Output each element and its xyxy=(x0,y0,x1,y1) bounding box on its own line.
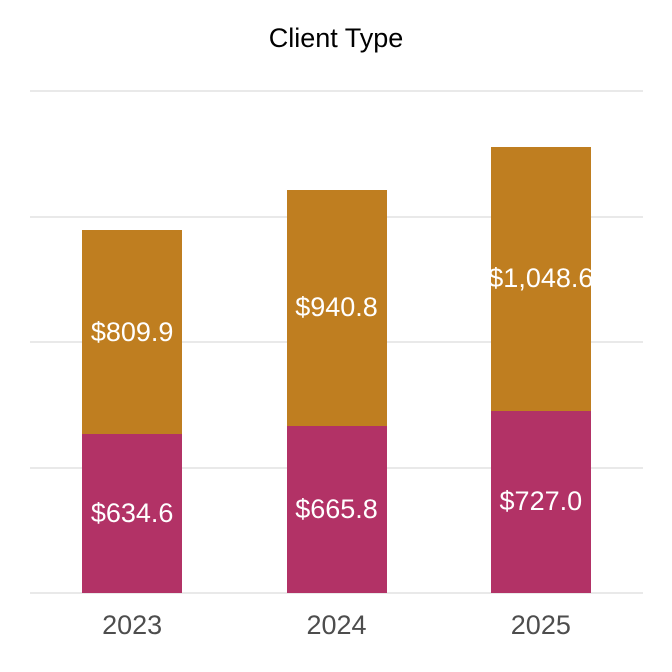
bar-value-label: $665.8 xyxy=(295,493,378,524)
bar-value-label: $634.6 xyxy=(90,497,174,528)
bar-segment-2023-series-2-top: $809.9 xyxy=(82,230,183,434)
bar-value-label: $809.9 xyxy=(90,316,174,347)
x-tick-label-2023: 2023 xyxy=(102,610,163,640)
chart-title: Client Type xyxy=(268,23,404,53)
bar-value-label: $940.8 xyxy=(295,292,378,323)
bar-segment-2024-series-1-bottom: $665.8 xyxy=(286,425,387,593)
bar-segment-2025-series-2-top: $1,048.6 xyxy=(488,147,594,411)
x-axis-baseline xyxy=(30,592,643,594)
bar-segment-2023-series-1-bottom: $634.6 xyxy=(82,433,183,593)
x-tick-label-2025: 2025 xyxy=(510,610,571,640)
x-tick-label-2024: 2024 xyxy=(306,610,367,640)
bar-value-label: $1,048.6 xyxy=(488,263,594,294)
bar-segment-2025-series-1-bottom: $727.0 xyxy=(490,410,591,593)
gridline xyxy=(30,90,643,92)
bar-value-label: $727.0 xyxy=(499,486,583,517)
bar-segment-2024-series-2-top: $940.8 xyxy=(286,189,387,426)
